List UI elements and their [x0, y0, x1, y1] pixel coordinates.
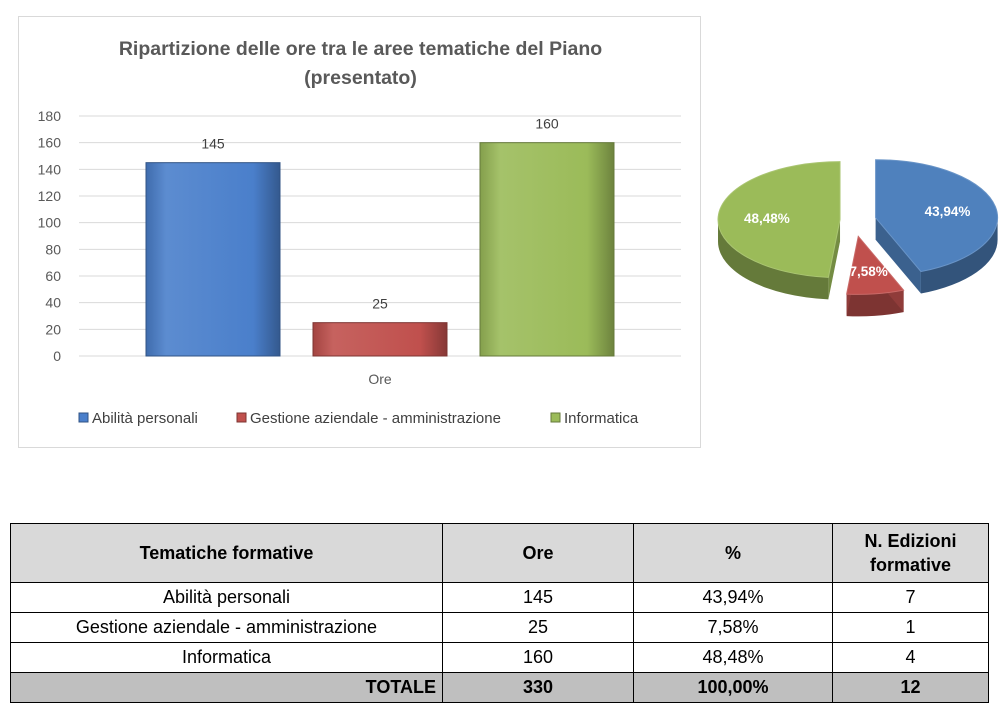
summary-table: Tematiche formative Ore % N. Edizioni fo…	[10, 523, 989, 703]
y-tick-label: 100	[38, 215, 62, 231]
bar	[312, 322, 448, 357]
pie-slice	[717, 161, 841, 300]
cell-edizioni: 1	[832, 612, 989, 643]
pie-data-label: 7,58%	[850, 264, 888, 279]
cell-percent: 7,58%	[633, 612, 833, 643]
bar-chart-panel: Ripartizione delle ore tra le aree temat…	[18, 16, 701, 448]
header-tematiche: Tematiche formative	[10, 523, 443, 583]
table-row: Abilità personali 145 43,94% 7	[10, 582, 989, 613]
data-label: 145	[201, 136, 225, 152]
cell-percent: 43,94%	[633, 582, 833, 613]
y-tick-label: 180	[38, 108, 62, 124]
y-tick-label: 160	[38, 135, 62, 151]
y-tick-label: 60	[45, 268, 61, 284]
cell-tematica: Abilità personali	[10, 582, 443, 613]
pie-chart: 43,94% 7,58% 48,48%	[717, 159, 999, 317]
table-header-row: Tematiche formative Ore % N. Edizioni fo…	[10, 523, 989, 583]
pie-slice	[846, 235, 905, 317]
pie-chart-panel: 43,94% 7,58% 48,48%	[716, 150, 1002, 340]
y-tick-label: 0	[53, 348, 61, 364]
cell-ore: 160	[442, 642, 634, 673]
cell-percent: 48,48%	[633, 642, 833, 673]
bar-chart: 0 20 40 60 80 100 120 140 160 180 145 25 160 Ore Abili…	[38, 108, 681, 427]
cell-edizioni: 4	[832, 642, 989, 673]
bar	[479, 142, 615, 357]
pie-slice	[875, 159, 999, 294]
y-tick-label: 140	[38, 161, 62, 177]
table-row: Gestione aziendale - amministrazione 25 …	[10, 612, 989, 643]
table-total-row: TOTALE 330 100,00% 12	[10, 672, 989, 703]
legend-swatch	[78, 412, 89, 423]
cell-tematica: Gestione aziendale - amministrazione	[10, 612, 443, 643]
header-percent: %	[633, 523, 833, 583]
chart-title-line1: Ripartizione delle ore tra le aree temat…	[118, 38, 603, 60]
legend-entry: Gestione aziendale - amministrazione	[250, 410, 501, 427]
x-tick-label: Ore	[368, 371, 392, 387]
header-edizioni: N. Edizioni formative	[832, 523, 989, 583]
y-tick-label: 80	[45, 241, 61, 257]
total-label: TOTALE	[10, 672, 443, 703]
chart-title-line2: (presentato)	[304, 67, 417, 89]
data-label: 160	[535, 116, 559, 132]
table-row: Informatica 160 48,48% 4	[10, 642, 989, 673]
y-tick-label: 40	[45, 295, 61, 311]
cell-ore: 145	[442, 582, 634, 613]
y-tick-label: 20	[45, 321, 61, 337]
header-ore: Ore	[442, 523, 634, 583]
legend-entry: Abilità personali	[92, 410, 198, 427]
data-label: 25	[372, 296, 388, 312]
cell-tematica: Informatica	[10, 642, 443, 673]
legend-swatch	[550, 412, 561, 423]
legend-swatch	[236, 412, 247, 423]
pie-data-label: 48,48%	[744, 211, 790, 226]
y-tick-label: 120	[38, 188, 62, 204]
bar	[145, 162, 281, 357]
total-percent: 100,00%	[633, 672, 833, 703]
total-edizioni: 12	[832, 672, 989, 703]
cell-ore: 25	[442, 612, 634, 643]
chart-title: Ripartizione delle ore tra le aree temat…	[19, 35, 702, 93]
total-ore: 330	[442, 672, 634, 703]
pie-data-label: 43,94%	[925, 204, 971, 219]
legend-entry: Informatica	[564, 410, 639, 427]
cell-edizioni: 7	[832, 582, 989, 613]
